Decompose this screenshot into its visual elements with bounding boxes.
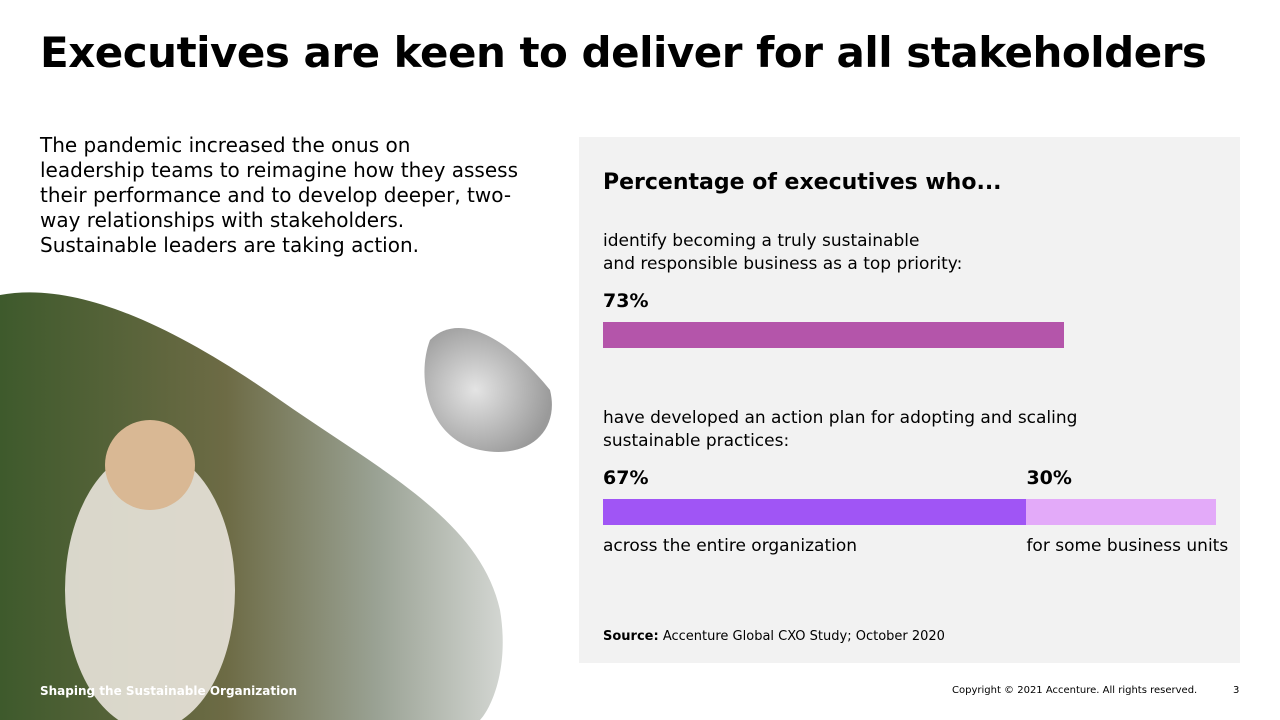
segment-label: for some business units (1026, 536, 1229, 556)
question-line: sustainable practices: (603, 431, 790, 451)
source: Source: Accenture Global CXO Study; Octo… (603, 629, 945, 644)
chart-panel: Percentage of executives who... Source: … (579, 137, 1240, 663)
question-line: and responsible business as a top priori… (603, 254, 963, 274)
copyright: Copyright © 2021 Accenture. All rights r… (952, 685, 1198, 696)
question-line: have developed an action plan for adopti… (603, 408, 1078, 428)
intro-line: leadership teams to reimagine how they a… (40, 158, 518, 182)
bar (1026, 499, 1217, 525)
intro-line: their performance and to develop deeper,… (40, 183, 512, 207)
page-number: 3 (1233, 685, 1240, 696)
segment-label: across the entire organization (603, 536, 858, 556)
value-label: 67% (603, 467, 649, 489)
chart-title: Percentage of executives who... (603, 170, 1002, 195)
value-label: 30% (1026, 467, 1072, 489)
question-line: identify becoming a truly sustainable (603, 231, 920, 251)
footer-title: Shaping the Sustainable Organization (40, 684, 298, 698)
slide-title: Executives are keen to deliver for all s… (40, 28, 1207, 77)
intro-line: The pandemic increased the onus on (40, 133, 411, 157)
intro-line: way relationships with stakeholders. (40, 208, 405, 232)
source-text: Accenture Global CXO Study; October 2020 (662, 629, 945, 644)
photo (0, 292, 552, 720)
bar (603, 499, 1027, 525)
value-label: 73% (603, 290, 649, 312)
intro-text: The pandemic increased the onus on leader… (40, 133, 518, 258)
source-label: Source: (603, 629, 659, 644)
intro-line: Sustainable leaders are taking action. (40, 233, 419, 257)
bar (603, 322, 1065, 348)
